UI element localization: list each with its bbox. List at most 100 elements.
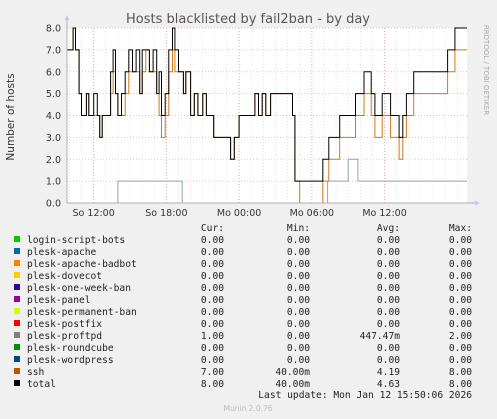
legend-value-cur: 0.00 (201, 307, 224, 318)
legend-swatch (14, 332, 20, 338)
legend-value-max: 0.00 (449, 295, 472, 306)
legend-value-cur: 8.00 (201, 379, 224, 390)
axes: 0.0 1.0 2.0 3.0 4.0 5.0 6.0 7.0 8.0 So 12:00 So 18… (46, 15, 480, 219)
x-tick-label: So 12:00 (73, 208, 115, 219)
legend-name: plesk-proftpd (27, 331, 102, 342)
legend-row: plesk-dovecot 0.00 0.00 0.00 0.00 (14, 271, 472, 282)
legend-value-cur: 0.00 (201, 283, 224, 294)
legend-swatch (14, 284, 20, 290)
legend-value-avg: 0.00 (377, 343, 400, 354)
legend-swatch (14, 308, 20, 314)
legend-name: plesk-one-week-ban (27, 283, 131, 294)
legend-value-avg: 0.00 (377, 307, 400, 318)
legend-value-cur: 0.00 (201, 259, 224, 270)
legend-value-max: 2.00 (449, 331, 472, 342)
legend-value-min: 0.00 (287, 307, 310, 318)
legend-name: login-script-bots (27, 235, 125, 246)
legend-value-max: 0.00 (449, 283, 472, 294)
legend-value-avg: 0.00 (377, 319, 400, 330)
legend-value-min: 0.00 (287, 343, 310, 354)
legend-row: total 8.00 40.00m 4.63 8.00 (14, 379, 472, 390)
legend-value-avg: 0.00 (377, 271, 400, 282)
legend-swatch (14, 320, 20, 326)
legend-value-max: 0.00 (449, 355, 472, 366)
legend-value-cur: 7.00 (201, 367, 224, 378)
legend-value-avg: 0.00 (377, 295, 400, 306)
legend-name: plesk-dovecot (27, 271, 102, 282)
legend-value-cur: 0.00 (201, 271, 224, 282)
legend-header-cur: Cur: (201, 223, 224, 234)
y-tick-label: 0.0 (46, 199, 61, 210)
legend-value-cur: 1.00 (201, 331, 224, 342)
legend-swatch (14, 368, 20, 374)
legend-value-max: 0.00 (449, 343, 472, 354)
legend-name: ssh (27, 367, 44, 378)
legend-row: plesk-permanent-ban 0.00 0.00 0.00 0.00 (14, 307, 472, 318)
legend-value-cur: 0.00 (201, 295, 224, 306)
legend-row: plesk-postfix 0.00 0.00 0.00 0.00 (14, 319, 472, 330)
series-line-total (67, 27, 467, 182)
legend-row: ssh 7.00 40.00m 4.19 8.00 (14, 367, 472, 378)
legend-value-min: 0.00 (287, 319, 310, 330)
legend-value-max: 8.00 (449, 379, 472, 390)
legend-swatch (14, 260, 20, 266)
legend-value-min: 40.00m (275, 379, 310, 390)
legend-row: plesk-wordpress 0.00 0.00 0.00 0.00 (14, 355, 472, 366)
legend-row: plesk-panel 0.00 0.00 0.00 0.00 (14, 295, 472, 306)
y-tick-label: 5.0 (46, 89, 61, 100)
legend-value-min: 0.00 (287, 259, 310, 270)
x-tick-label: Mo 06:00 (290, 208, 334, 219)
munin-version: Munin 2.0.76 (223, 404, 272, 413)
legend-swatch (14, 236, 20, 242)
x-tick-label: Mo 00:00 (217, 208, 261, 219)
legend-name: plesk-apache-badbot (27, 259, 137, 270)
legend-value-avg: 0.00 (377, 247, 400, 258)
legend-value-avg: 4.63 (377, 379, 400, 390)
legend-row: plesk-apache-badbot 0.00 0.00 0.00 0.00 (14, 259, 472, 270)
y-axis-arrow-icon (64, 15, 70, 20)
series-group (67, 27, 467, 204)
y-tick-label: 7.0 (46, 45, 61, 56)
y-tick-label: 1.0 (46, 177, 61, 188)
legend-swatch (14, 380, 20, 386)
legend-row: plesk-proftpd 1.00 0.00 447.47m 2.00 (14, 331, 472, 342)
legend-value-max: 8.00 (449, 367, 472, 378)
x-tick-label: So 18:00 (145, 208, 187, 219)
y-tick-label: 8.0 (46, 24, 61, 35)
legend-value-max: 0.00 (449, 271, 472, 282)
legend-name: plesk-roundcube (27, 343, 114, 354)
legend-swatch (14, 356, 20, 362)
legend-value-cur: 0.00 (201, 319, 224, 330)
legend-name: plesk-wordpress (27, 355, 114, 366)
legend-value-avg: 447.47m (360, 331, 401, 342)
legend-swatch (14, 344, 20, 350)
legend-row: plesk-apache 0.00 0.00 0.00 0.00 (14, 247, 472, 258)
chart-title: Hosts blacklisted by fail2ban - by day (126, 12, 370, 27)
legend-row: plesk-roundcube 0.00 0.00 0.00 0.00 (14, 343, 472, 354)
legend-swatch (14, 248, 20, 254)
legend-value-avg: 0.00 (377, 355, 400, 366)
legend-value-cur: 0.00 (201, 247, 224, 258)
legend-name: plesk-postfix (27, 319, 102, 330)
legend-name: plesk-apache (27, 247, 97, 258)
legend-name: plesk-panel (27, 295, 91, 306)
x-tick-label: Mo 12:00 (362, 208, 406, 219)
legend-value-max: 0.00 (449, 247, 472, 258)
x-axis-arrow-icon (475, 200, 480, 206)
legend-value-max: 0.00 (449, 307, 472, 318)
legend-row: login-script-bots 0.00 0.00 0.00 0.00 (14, 235, 472, 246)
last-update: Last update: Mon Jan 12 15:50:06 2026 (258, 390, 472, 401)
legend-value-cur: 0.00 (201, 343, 224, 354)
series-line-plesk-proftpd (67, 158, 467, 204)
legend-value-min: 0.00 (287, 247, 310, 258)
legend-value-min: 0.00 (287, 283, 310, 294)
legend-name: total (27, 379, 56, 390)
rrdtool-side-label: RRDTOOL / TOBI OETIKER (482, 25, 490, 115)
legend-value-cur: 0.00 (201, 235, 224, 246)
legend-row: plesk-one-week-ban 0.00 0.00 0.00 0.00 (14, 283, 472, 294)
legend-value-min: 0.00 (287, 295, 310, 306)
y-tick-label: 4.0 (46, 111, 61, 122)
y-tick-label: 3.0 (46, 133, 61, 144)
legend-value-avg: 0.00 (377, 259, 400, 270)
